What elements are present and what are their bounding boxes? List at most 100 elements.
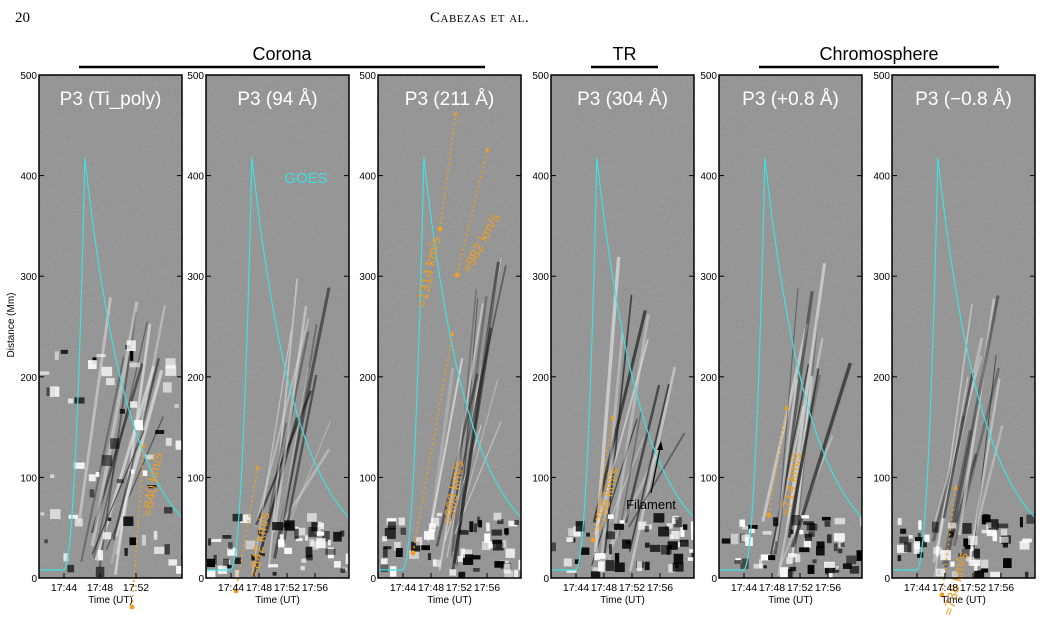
y-tick-label: 200 [359, 373, 376, 384]
speed-annotation-arrowhead [255, 465, 260, 470]
x-tick-label: 17:56 [988, 582, 1014, 594]
x-tick-label: 17:48 [759, 582, 785, 594]
x-tick-label: 17:48 [246, 582, 272, 594]
y-tick-label: 500 [532, 71, 549, 82]
panel-0: ≈840 km/sP3 (Ti_poly)010020030040050017:… [20, 71, 183, 610]
speed-annotation-arrowhead [450, 331, 455, 336]
y-tick-label: 0 [370, 574, 376, 585]
y-tick-label: 200 [20, 373, 37, 384]
speed-annotation-arrowhead [784, 405, 789, 410]
x-tick-label: 17:52 [446, 582, 472, 594]
speed-annotation-start-point [233, 588, 239, 594]
y-tick-label: 400 [20, 172, 37, 183]
panel-image [551, 75, 694, 578]
page-number: 20 [15, 10, 30, 26]
y-tick-label: 400 [700, 172, 717, 183]
y-tick-label: 100 [20, 473, 37, 484]
x-axis-label: Time (UT) [88, 595, 133, 606]
x-tick-label: 17:56 [815, 582, 841, 594]
panel-frame [205, 74, 350, 579]
panel-4: ≈714 km/sP3 (+0.8 Å)010020030040050017:4… [700, 71, 863, 606]
x-tick-label: 17:56 [474, 582, 500, 594]
y-tick-label: 400 [532, 172, 549, 183]
x-tick-label: 17:44 [904, 582, 930, 594]
speed-annotation-extra-1-line [456, 146, 489, 276]
y-tick-label: 300 [187, 272, 204, 283]
panel-image [892, 75, 1035, 578]
speed-annotation-line [768, 404, 788, 516]
x-tick-label: 17:52 [619, 582, 645, 594]
y-tick-label: 300 [700, 272, 717, 283]
x-tick-label: 17:48 [932, 582, 958, 594]
x-tick-label: 17:52 [123, 582, 149, 594]
x-tick-label: 17:44 [218, 582, 244, 594]
panel-5: ≈738 km/sP3 (−0.8 Å)010020030040050017:4… [873, 71, 1036, 617]
filament-label: Filament [626, 497, 676, 512]
y-axis-label: Distance (Mm) [6, 292, 17, 357]
panel-frame [38, 74, 183, 579]
speed-annotation-line [592, 414, 614, 541]
panel-image [719, 75, 862, 578]
goes-curve [892, 157, 1035, 571]
y-tick-label: 200 [187, 373, 204, 384]
x-tick-label: 17:44 [563, 582, 589, 594]
goes-curve [719, 157, 862, 571]
x-tick-label: 17:44 [731, 582, 757, 594]
speed-annotation-extra-0-start-point [437, 226, 443, 232]
speed-annotation-line [235, 464, 259, 592]
panel-frame [377, 74, 522, 579]
x-tick-label: 17:48 [591, 582, 617, 594]
y-tick-label: 0 [711, 574, 717, 585]
x-tick-label: 17:44 [390, 582, 416, 594]
group-label: Corona [252, 44, 312, 64]
speed-annotation-start-point [766, 512, 772, 518]
y-tick-label: 400 [359, 172, 376, 183]
panel-3: ≈758 km/sP3 (304 Å)010020030040050017:44… [532, 71, 695, 606]
group-header-0: Corona [79, 44, 485, 69]
y-tick-label: 500 [873, 71, 890, 82]
y-tick-label: 300 [20, 272, 37, 283]
group-header-2: Chromosphere [759, 44, 999, 69]
speed-annotation-start-point [939, 592, 945, 598]
y-tick-label: 200 [700, 373, 717, 384]
goes-label: GOES [284, 170, 327, 187]
x-tick-label: 17:52 [274, 582, 300, 594]
y-tick-label: 300 [532, 272, 549, 283]
panel-image [39, 75, 182, 578]
group-header-1: TR [591, 44, 658, 69]
group-label: TR [613, 44, 637, 64]
filament-arrow [650, 442, 662, 494]
speed-annotation-arrowhead [953, 485, 958, 490]
y-tick-label: 500 [187, 71, 204, 82]
y-tick-label: 300 [359, 272, 376, 283]
y-tick-label: 200 [873, 373, 890, 384]
running-head: Cabezas et al. [430, 10, 530, 26]
panel-image [206, 75, 349, 578]
x-axis-label: Time (UT) [768, 595, 813, 606]
panel-frame [718, 74, 863, 579]
panel-frame [550, 74, 695, 579]
y-tick-label: 100 [359, 473, 376, 484]
goes-curve [551, 157, 694, 571]
y-tick-label: 500 [359, 71, 376, 82]
x-tick-label: 17:56 [647, 582, 673, 594]
speed-annotation-extra-1-arrowhead [484, 147, 490, 152]
x-tick-label: 17:44 [51, 582, 77, 594]
panel-image [378, 75, 521, 578]
panel-title: P3 (94 Å) [237, 89, 317, 110]
panel-frame [891, 74, 1036, 579]
y-tick-label: 0 [543, 574, 549, 585]
panel-title: P3 (304 Å) [577, 89, 668, 110]
speed-annotation-line [941, 484, 957, 596]
speed-annotation-start-point [129, 604, 135, 610]
x-tick-label: 17:56 [302, 582, 328, 594]
x-axis-label: Time (UT) [600, 595, 645, 606]
y-tick-label: 400 [187, 172, 204, 183]
y-tick-label: 100 [700, 473, 717, 484]
speed-annotation-arrowhead [610, 415, 615, 420]
x-tick-label: 17:48 [87, 582, 113, 594]
x-axis-label: Time (UT) [255, 595, 300, 606]
panel-title: P3 (−0.8 Å) [915, 89, 1012, 110]
